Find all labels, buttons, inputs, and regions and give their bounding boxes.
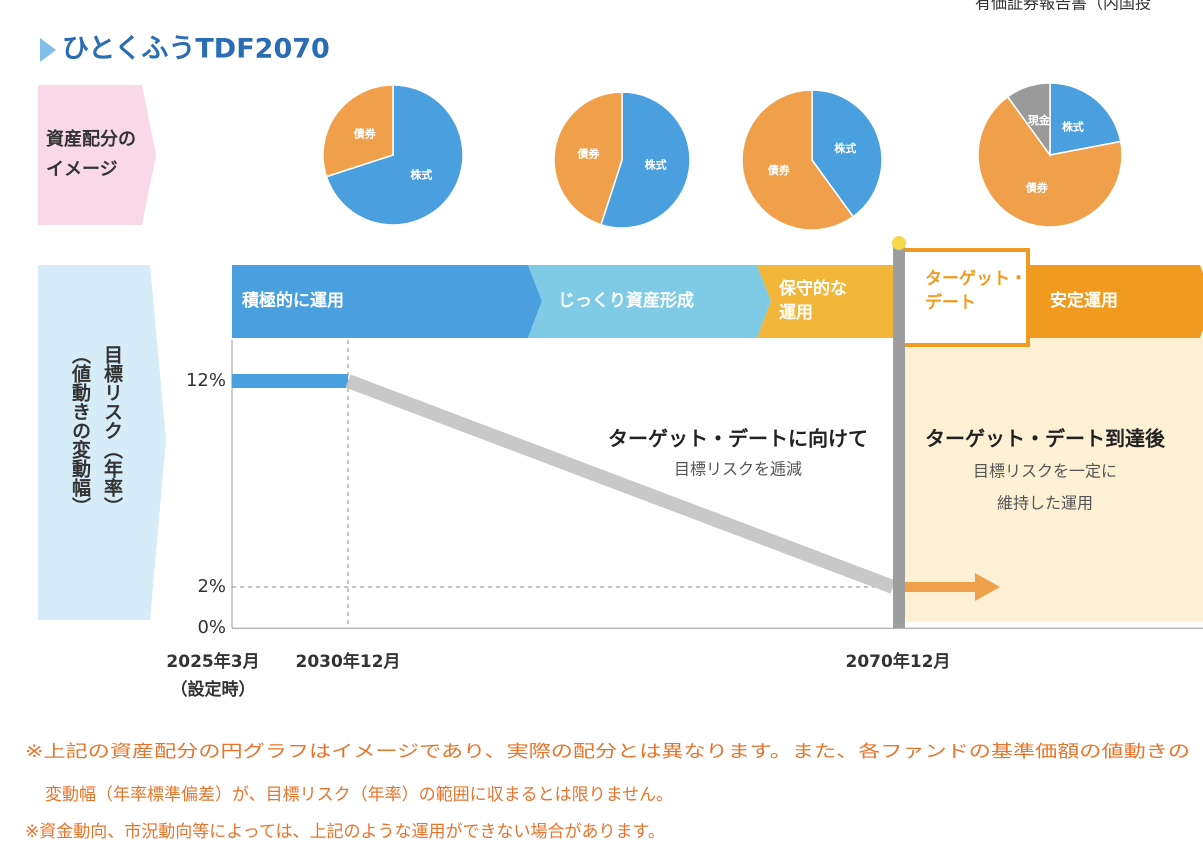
note: ※上記の資産配分の円グラフはイメージであり、実際の配分とは異なります。また、各フ…	[25, 742, 1190, 762]
y-tick-label: 2%	[197, 576, 226, 597]
after-region	[903, 338, 1203, 622]
pie-label: 株式	[834, 141, 856, 155]
keep-arrow	[905, 573, 1000, 601]
pie-slice	[811, 89, 883, 218]
target-pole	[893, 242, 905, 629]
annotation: 目標リスクを一定に	[973, 462, 1117, 481]
risk-box	[38, 265, 166, 620]
note: ※資金動向、市況動向等によっては、上記のような運用ができない場合があります。	[25, 822, 665, 842]
annotation: ターゲット・デート到達後	[925, 427, 1166, 451]
axis-label: 目標リスク（年率）	[101, 345, 123, 516]
annotation: 目標リスクを逓減	[674, 460, 802, 479]
phase-label: 積極的に運用	[242, 290, 344, 311]
target-flag	[901, 248, 1030, 347]
x-tick-label: 2030年12月	[296, 651, 401, 672]
annotation: ターゲット・デートに向けて	[608, 427, 868, 451]
x-tick-label: （設定時）	[171, 679, 256, 700]
phase-label: デート	[925, 292, 976, 313]
phase-arrow	[1028, 265, 1203, 338]
y-tick-label: 12%	[186, 370, 226, 391]
pie-slice	[322, 84, 394, 178]
phase-arrow	[232, 265, 542, 338]
pie-label: 現金	[1028, 113, 1051, 127]
note: 変動幅（年率標準偏差）が、目標リスク（年率）の範囲に収まるとは限りません。	[45, 785, 673, 805]
pole-top	[892, 236, 906, 250]
pie-slice	[1006, 82, 1051, 158]
phase-arrow	[757, 265, 907, 338]
phase-label: ターゲット・	[925, 268, 1027, 289]
annotation: 維持した運用	[997, 494, 1093, 513]
x-tick-label: 2070年12月	[846, 651, 951, 672]
y-tick-label: 0%	[197, 617, 226, 638]
corner-text: 有価証券報告書（内国投	[975, 0, 1151, 13]
pie-slice	[600, 91, 691, 229]
pie-slice	[741, 89, 855, 231]
phase-label: 安定運用	[1050, 290, 1118, 311]
pie-label: 株式	[1062, 119, 1084, 133]
pie-label: 債券	[576, 147, 600, 161]
pie-slice	[553, 91, 623, 226]
phase-label: 保守的な	[778, 278, 847, 299]
title: ひとくふうTDF2070	[62, 34, 330, 65]
allocation-box	[38, 85, 156, 225]
title-marker	[40, 38, 56, 62]
pie-slice	[325, 84, 464, 226]
risk-segment	[345, 374, 896, 594]
x-tick-label: 2025年3月	[166, 651, 259, 672]
pie-label: 株式	[410, 168, 432, 182]
phase-arrow	[528, 265, 771, 338]
pie-label: 債券	[1025, 180, 1049, 194]
axis-label: （値動きの変動幅）	[69, 345, 92, 516]
phase-label: じっくり資産形成	[558, 290, 694, 311]
pie-slice	[977, 95, 1123, 228]
phase-label: 運用	[779, 303, 813, 323]
pie-label: 債券	[353, 126, 377, 140]
pie-label: 株式	[645, 157, 667, 171]
allocation-label: イメージ	[46, 159, 118, 180]
pie-slice	[1049, 82, 1122, 156]
pie-label: 債券	[767, 163, 791, 177]
allocation-label: 資産配分の	[46, 128, 136, 150]
